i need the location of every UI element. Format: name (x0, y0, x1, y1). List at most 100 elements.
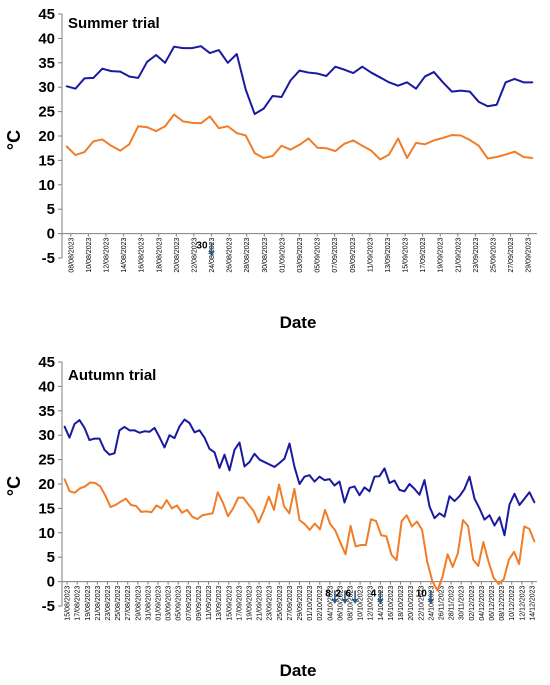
data-point (482, 541, 485, 543)
data-point (74, 154, 77, 156)
data-point (203, 436, 206, 439)
data-point (78, 419, 81, 421)
x-tick-label: 01/10/2023 (307, 586, 314, 621)
y-tick-label: -5 (42, 250, 55, 267)
data-point (318, 475, 321, 478)
data-point (478, 507, 481, 510)
y-tick-label: 30 (38, 79, 55, 96)
data-point (283, 457, 286, 460)
x-tick-label: 14/10/2023 (378, 586, 385, 621)
x-tick-label: 15/09/2023 (403, 238, 410, 273)
data-point (79, 487, 81, 490)
data-point (436, 589, 439, 592)
data-point (288, 512, 291, 515)
x-tick-label: 30/08/2023 (262, 238, 269, 273)
x-tick-label: 01/09/2023 (279, 238, 286, 273)
data-point (383, 467, 386, 470)
data-point (349, 525, 352, 527)
data-point (433, 517, 436, 519)
data-point (146, 126, 148, 129)
data-point (137, 125, 139, 128)
data-point (289, 148, 292, 151)
data-point (98, 437, 101, 440)
data-point (118, 429, 121, 432)
data-point (368, 490, 371, 493)
data-point (168, 434, 171, 437)
data-point (361, 65, 364, 68)
data-point (119, 149, 122, 152)
data-point (92, 77, 95, 79)
data-point (200, 122, 202, 125)
data-point (314, 522, 316, 525)
x-tick-label: 28/11/2023 (449, 585, 456, 620)
data-point (448, 495, 451, 498)
x-tick-label: 31/08/2023 (145, 586, 152, 621)
data-point (68, 436, 71, 439)
data-point (395, 559, 398, 561)
data-point (271, 95, 274, 97)
data-point (523, 497, 526, 500)
y-tick-label: 15 (38, 152, 55, 169)
data-point (298, 483, 301, 485)
x-tick-label: 06/10/2023 (337, 586, 344, 621)
data-point (423, 479, 426, 481)
data-point (298, 519, 301, 521)
data-point (513, 150, 516, 153)
annotation-arrow-head (427, 599, 435, 605)
data-point (164, 125, 166, 128)
data-point (227, 515, 229, 518)
y-tick-label: 35 (38, 55, 55, 72)
x-tick-label: 18/10/2023 (398, 586, 405, 621)
data-point (487, 560, 490, 563)
x-tick-label: 19/09/2023 (438, 238, 445, 273)
x-tick-label: 17/09/2023 (420, 238, 427, 273)
data-point (191, 122, 193, 124)
data-point (358, 494, 361, 497)
data-point (406, 81, 408, 84)
data-point (522, 156, 525, 158)
data-point (400, 520, 403, 522)
data-point (495, 103, 498, 106)
x-tick-label: 19/09/2023 (246, 586, 253, 621)
data-point (209, 52, 211, 54)
y-tick-label: 35 (38, 403, 55, 420)
x-tick-label: 12/12/2023 (519, 586, 526, 621)
annotation-label: 10 (416, 588, 428, 599)
data-point (325, 147, 328, 149)
data-point (486, 105, 489, 108)
data-point (441, 575, 444, 578)
x-tick-label: 10/12/2023 (509, 586, 516, 621)
data-point (328, 478, 331, 480)
data-point (325, 75, 328, 77)
data-point (119, 70, 122, 73)
data-point (338, 480, 341, 483)
data-point (443, 515, 446, 518)
data-point (460, 134, 462, 137)
data-point (94, 482, 96, 484)
x-tick-label: 29/08/2023 (135, 586, 142, 621)
y-tick-label: -5 (42, 598, 55, 615)
data-point (398, 489, 401, 491)
x-tick-label: 01/09/2023 (156, 586, 163, 621)
data-point (92, 140, 95, 143)
y-tick-label: 25 (38, 104, 55, 121)
y-axis-label-autumn: °C (4, 476, 24, 496)
data-point (504, 81, 507, 84)
data-point (388, 153, 390, 156)
data-point (138, 431, 141, 434)
data-point (293, 488, 296, 490)
data-point (173, 437, 176, 439)
data-point (333, 484, 336, 487)
data-point (137, 77, 139, 79)
x-tick-label: 08/12/2023 (499, 586, 506, 621)
x-tick-label: 17/08/2023 (75, 586, 82, 621)
data-point (289, 79, 292, 82)
x-tick-label: 22/08/2023 (191, 238, 198, 273)
data-point (378, 475, 381, 477)
x-tick-label: 23/09/2023 (473, 238, 480, 273)
data-point (83, 77, 86, 80)
chart-summer: Summer trial °C Date -5 0 5 10 15 20 25 30 35 40 4… (4, 6, 537, 332)
series-line-max-summer (66, 45, 533, 116)
data-point (198, 429, 201, 432)
data-point (73, 423, 76, 425)
